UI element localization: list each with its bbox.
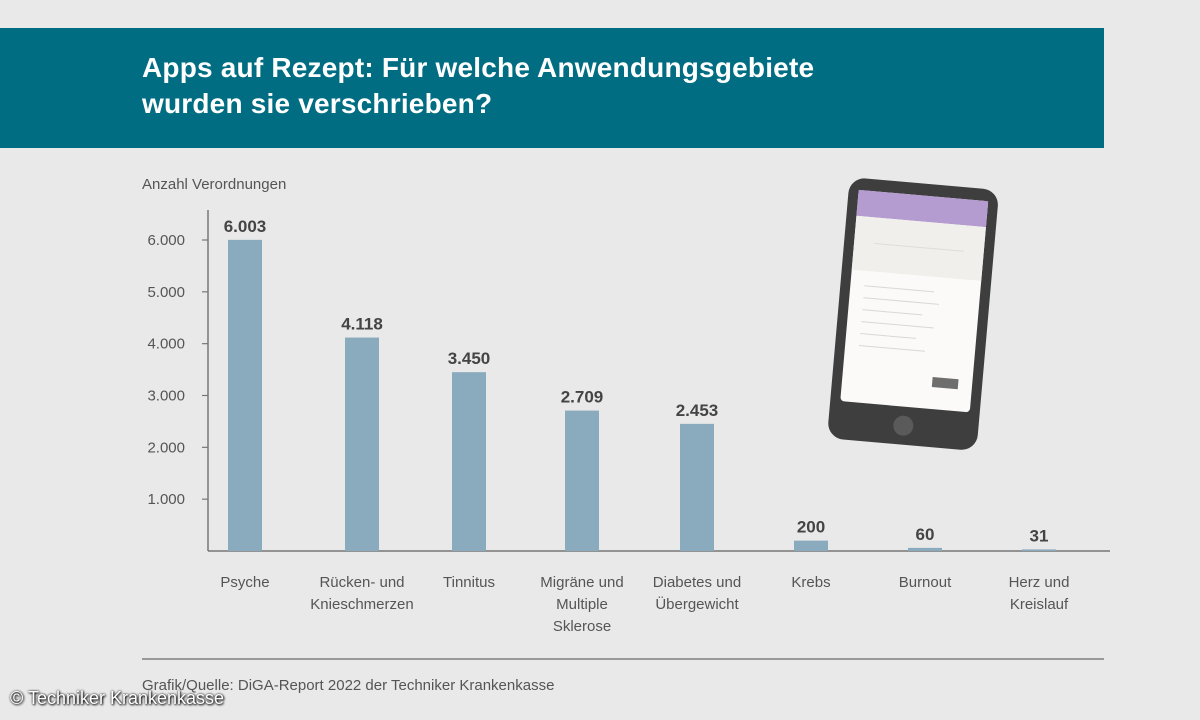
footer-divider <box>142 658 1104 660</box>
y-tick-label: 4.000 <box>147 336 185 353</box>
bar <box>908 547 942 551</box>
smartphone-icon <box>828 178 998 450</box>
chart-title: Apps auf Rezept: Für welche Anwendungsge… <box>142 52 815 119</box>
x-tick-label: Burnout <box>899 574 952 591</box>
source-note: Grafik/Quelle: DiGA-Report 2022 der Tech… <box>142 677 555 694</box>
y-tick-label: 6.000 <box>147 232 185 249</box>
x-tick-label: Krebs <box>791 574 830 591</box>
bar-value-label: 3.450 <box>448 349 491 368</box>
bar <box>565 410 599 551</box>
x-tick-label: Psyche <box>220 574 269 591</box>
x-tick-label: Herz und Kreislauf <box>1009 574 1070 613</box>
bar <box>1022 549 1056 551</box>
y-tick-label: 1.000 <box>147 491 185 508</box>
bar-value-label: 31 <box>1030 526 1049 545</box>
bar <box>680 423 714 551</box>
bar-value-label: 200 <box>797 518 825 537</box>
bar <box>794 540 828 551</box>
x-tick-label: Rücken- und Knieschmerzen <box>310 574 413 613</box>
y-tick-label: 5.000 <box>147 284 185 301</box>
bar-value-label: 2.453 <box>676 401 719 420</box>
copyright-watermark: © Techniker Krankenkasse <box>10 688 225 708</box>
y-tick-label: 2.000 <box>147 439 185 456</box>
bar-value-label: 60 <box>916 525 935 544</box>
bar <box>452 372 486 551</box>
bar-value-label: 6.003 <box>224 217 267 236</box>
x-tick-label: Tinnitus <box>443 574 495 591</box>
bar-value-label: 2.709 <box>561 388 604 407</box>
bar <box>345 337 379 551</box>
bar-value-label: 4.118 <box>341 315 383 334</box>
x-tick-label: Migräne und Multiple Sklerose <box>540 574 623 635</box>
bar <box>228 239 262 552</box>
y-axis-label: Anzahl Verordnungen <box>142 176 287 193</box>
title-banner <box>0 28 1104 148</box>
y-tick-label: 3.000 <box>147 388 185 405</box>
x-tick-label: Diabetes und Übergewicht <box>653 574 741 613</box>
